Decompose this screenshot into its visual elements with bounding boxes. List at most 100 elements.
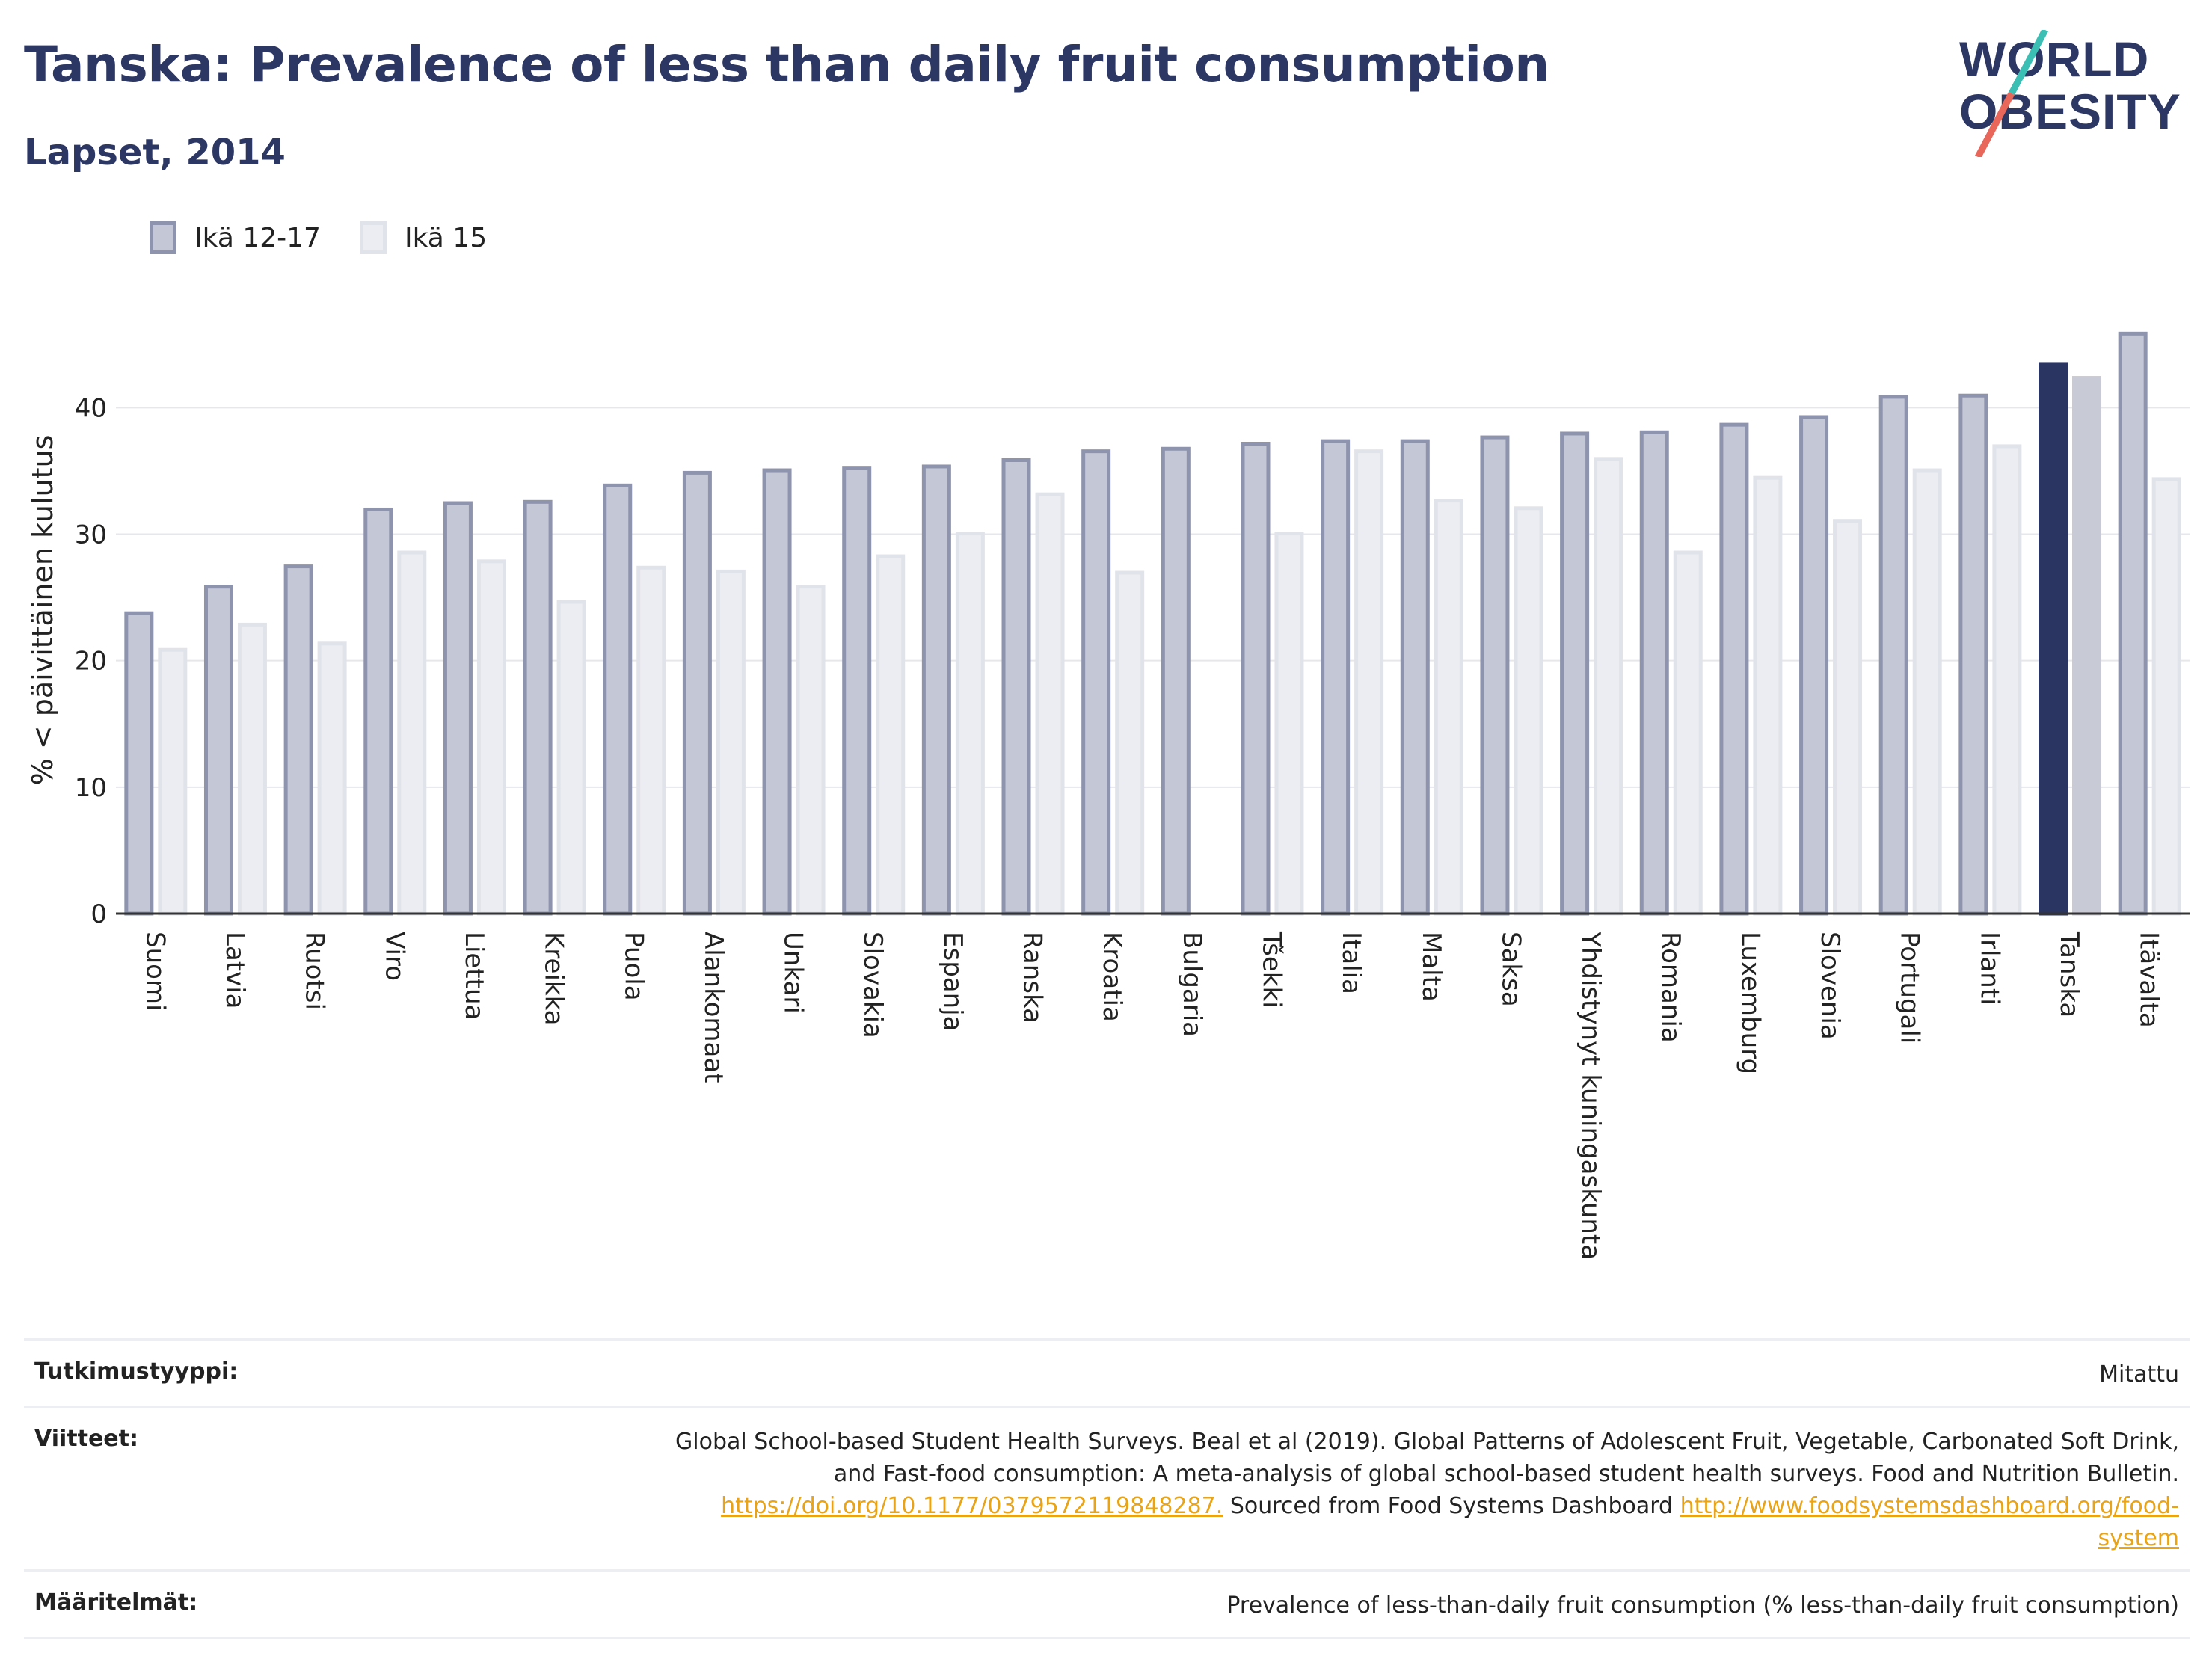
- x-tick-label: Saksa: [1496, 932, 1526, 1007]
- logo-slash-red: [1975, 91, 2015, 157]
- page-subtitle: Lapset, 2014: [24, 132, 286, 173]
- x-tick-label: Alankomaat: [698, 932, 728, 1083]
- bar-series2: [796, 585, 826, 916]
- bar-series1: [2118, 331, 2148, 916]
- x-tick-label: Bulgaria: [1177, 932, 1207, 1037]
- x-tick-label: Ranska: [1018, 932, 1048, 1024]
- y-tick-label: 10: [75, 773, 107, 803]
- bar-series1: [1400, 439, 1430, 916]
- info-value-study-type: Mitattu: [2099, 1361, 2179, 1388]
- bar-series2: [2151, 477, 2181, 916]
- bar-series2: [1274, 532, 1304, 916]
- bar-series2: [1753, 475, 1783, 916]
- bar-series2: [317, 641, 347, 916]
- bar-series2: [1594, 457, 1623, 916]
- bar-series2: [1833, 519, 1863, 916]
- bar-series1: [682, 470, 712, 916]
- bar-series1: [1799, 415, 1829, 916]
- info-value-references: Global School-based Student Health Surve…: [675, 1426, 2179, 1554]
- bar-series1: [443, 501, 473, 916]
- reference-line-1: Global School-based Student Health Surve…: [675, 1429, 2179, 1455]
- x-tick-label: Portugali: [1895, 932, 1925, 1044]
- y-tick-label: 20: [75, 647, 107, 677]
- x-tick-label: Italia: [1336, 932, 1366, 994]
- x-tick-label: Latvia: [220, 932, 250, 1009]
- bar-series1: [1560, 431, 1590, 916]
- bar-series2: [158, 647, 188, 916]
- bar-series1: [1958, 393, 1988, 916]
- doi-link[interactable]: https://doi.org/10.1177/0379572119848287…: [721, 1493, 1223, 1519]
- logo-slash-teal: [2009, 30, 2048, 96]
- info-row-definitions: Määritelmät: Prevalence of less-than-dai…: [24, 1569, 2190, 1639]
- x-tick-label: Yhdistynyt kuningaskunta: [1576, 931, 1606, 1260]
- reference-mid-text: Sourced from Food Systems Dashboard: [1223, 1493, 1680, 1519]
- bar-series2: [397, 550, 427, 916]
- logo-line1: WORLD: [1959, 31, 2149, 87]
- bar-series1: [762, 468, 792, 916]
- x-tick-label: Itävalta: [2134, 932, 2164, 1028]
- x-tick-label: Espanja: [938, 932, 968, 1031]
- x-tick-label: Romania: [1656, 932, 1686, 1043]
- x-tick-label: Slovenia: [1815, 932, 1845, 1040]
- x-tick-label: Tšekki: [1256, 931, 1286, 1009]
- reference-line-2: and Fast-food consumption: A meta-analys…: [833, 1461, 2179, 1487]
- bar-series2: [1912, 468, 1942, 916]
- info-key-definitions: Määritelmät:: [34, 1589, 198, 1616]
- bar-series1: [283, 564, 313, 916]
- x-tick-label: Kreikka: [539, 932, 569, 1026]
- bar-series2: [1434, 499, 1463, 916]
- dashboard-link-cont[interactable]: system: [2098, 1525, 2179, 1551]
- bar-series2: [1115, 570, 1145, 916]
- bar-series1: [1001, 458, 1031, 916]
- x-tick-label: Irlanti: [1974, 932, 2004, 1006]
- bar-series1: [1639, 430, 1669, 916]
- bar-series2: [716, 569, 746, 916]
- bar-series1: [1161, 446, 1191, 916]
- bar-series1: [1321, 439, 1351, 916]
- info-key-references: Viitteet:: [34, 1426, 138, 1452]
- bar-series1: [523, 499, 553, 916]
- y-tick-label: 0: [90, 899, 107, 929]
- info-value-definitions: Prevalence of less-than-daily fruit cons…: [1226, 1592, 2179, 1619]
- x-tick-label: Tanska: [2054, 931, 2084, 1018]
- bar-series2: [556, 600, 586, 916]
- bar-series2: [476, 559, 506, 916]
- bar-series2: [636, 565, 666, 916]
- legend-swatch-series1: [150, 221, 176, 254]
- dashboard-link[interactable]: http://www.foodsystemsdashboard.org/food…: [1680, 1493, 2179, 1519]
- legend-label-series2: Ikä 15: [404, 222, 488, 253]
- bar-series1: [921, 464, 951, 916]
- bar-series1: [363, 507, 393, 916]
- x-tick-label: Viro: [379, 932, 409, 981]
- bar-series2: [2072, 376, 2102, 916]
- bar-series1: [1878, 395, 1908, 916]
- info-table: Tutkimustyyppi: Mitattu Viitteet: Global…: [24, 1338, 2190, 1639]
- bar-series2: [1514, 506, 1543, 916]
- bar-series1: [124, 611, 154, 916]
- x-tick-label: Luxemburg: [1735, 932, 1765, 1074]
- y-axis-label: % < päivittäinen kulutus: [26, 435, 59, 786]
- bar-series2: [1035, 492, 1065, 916]
- bar-series2: [1673, 550, 1703, 916]
- legend-item-series2[interactable]: Ikä 15: [359, 221, 488, 254]
- bar-series1: [1480, 435, 1510, 916]
- x-tick-label: Suomi: [140, 932, 170, 1012]
- chart-legend: Ikä 12-17 Ikä 15: [150, 221, 526, 254]
- bar-series2: [876, 554, 906, 916]
- x-tick-label: Unkari: [778, 932, 808, 1014]
- x-tick-label: Kroatia: [1097, 932, 1127, 1022]
- bar-series1: [2039, 362, 2068, 916]
- x-tick-label: Liettua: [459, 932, 489, 1020]
- x-tick-label: Puola: [618, 932, 648, 1001]
- y-tick-label: 30: [75, 520, 107, 550]
- info-row-study-type: Tutkimustyyppi: Mitattu: [24, 1338, 2190, 1406]
- world-obesity-logo: WORLD OBESITY: [1959, 30, 2181, 157]
- legend-swatch-series2: [359, 221, 387, 254]
- bar-series2: [1992, 444, 2022, 916]
- bar-series2: [955, 532, 985, 916]
- bar-series2: [237, 622, 267, 916]
- x-tick-label: Malta: [1416, 932, 1446, 1002]
- info-key-study-type: Tutkimustyyppi:: [34, 1358, 239, 1385]
- legend-item-series1[interactable]: Ikä 12-17: [150, 221, 321, 254]
- bar-series1: [1241, 442, 1271, 916]
